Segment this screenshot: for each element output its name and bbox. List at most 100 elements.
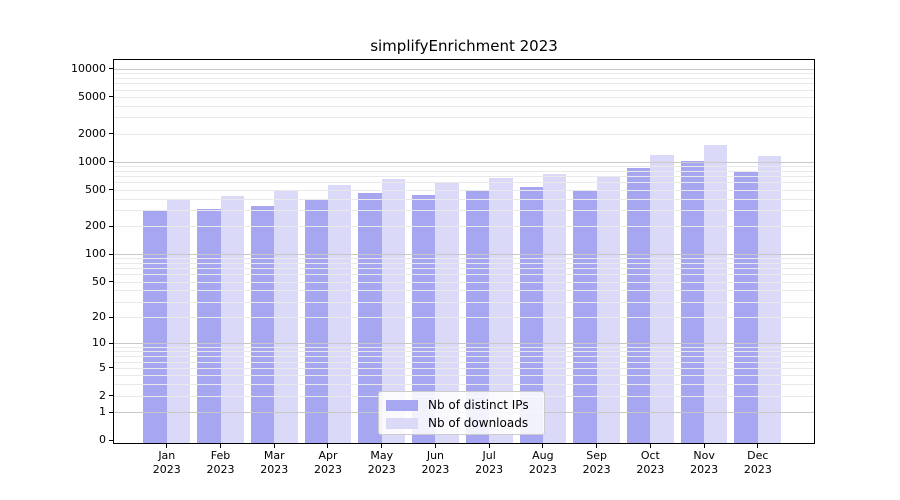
- x-axis-tick-label: Mar 2023: [260, 449, 289, 476]
- bar-distinct-ips: [573, 190, 597, 443]
- legend-swatch-downloads: [386, 417, 418, 429]
- gridline-major: [114, 68, 814, 70]
- x-axis-tick-label: Nov 2023: [690, 449, 719, 476]
- gridline-minor: [114, 83, 814, 85]
- bar-downloads: [542, 174, 567, 443]
- y-axis-tick-label: 100: [85, 247, 106, 261]
- x-axis-tick-label: May 2023: [367, 449, 396, 476]
- bar-distinct-ips: [412, 194, 436, 443]
- y-axis-tick: [109, 395, 113, 397]
- bar-downloads: [220, 196, 244, 443]
- y-axis-tick-label: 0: [99, 433, 106, 446]
- bar-downloads: [757, 156, 782, 443]
- y-axis-tick-label: 500: [85, 182, 106, 196]
- x-axis-tick: [542, 444, 544, 448]
- bar-downloads: [327, 185, 352, 443]
- bar-downloads: [381, 179, 406, 443]
- gridline-minor: [114, 268, 814, 270]
- gridline-minor: [114, 274, 814, 276]
- gridline-minor: [114, 165, 814, 167]
- bar-downloads: [596, 176, 621, 443]
- legend-swatch-distinct-ips: [386, 399, 418, 411]
- y-axis-tick-label: 50: [92, 274, 106, 288]
- bar-downloads: [489, 177, 513, 443]
- gridline-minor: [114, 73, 814, 75]
- bar-distinct-ips: [734, 170, 758, 443]
- x-axis-tick: [488, 444, 490, 448]
- gridline-minor: [114, 198, 814, 200]
- gridline-minor: [114, 361, 814, 363]
- gridline-minor: [114, 105, 814, 107]
- bar-downloads: [274, 189, 298, 443]
- y-axis-tick: [109, 411, 113, 413]
- y-axis-tick: [109, 225, 113, 227]
- y-axis-tick: [109, 281, 113, 283]
- y-axis-tick: [109, 316, 113, 318]
- gridline-minor: [114, 262, 814, 264]
- gridline-minor: [114, 117, 814, 119]
- gridline-minor: [114, 170, 814, 172]
- legend-item-distinct-ips: Nb of distinct IPs: [386, 396, 544, 414]
- y-axis-tick-label: 2: [99, 388, 106, 402]
- gridline-minor: [114, 133, 814, 135]
- gridline-minor: [114, 351, 814, 353]
- legend-label-distinct-ips: Nb of distinct IPs: [428, 398, 529, 412]
- gridline-minor: [114, 96, 814, 98]
- bar-distinct-ips: [143, 211, 167, 443]
- bar-distinct-ips: [250, 205, 275, 443]
- y-axis-tick: [109, 161, 113, 163]
- bar-downloads: [166, 199, 191, 443]
- y-axis-tick: [109, 342, 113, 344]
- bar-distinct-ips: [465, 189, 490, 443]
- gridline-minor: [114, 375, 814, 377]
- x-axis-tick: [434, 444, 436, 448]
- gridline-major: [114, 254, 814, 256]
- y-axis-tick-label: 10: [92, 336, 106, 350]
- x-axis-tick: [649, 444, 651, 448]
- x-axis-tick: [596, 444, 598, 448]
- plot-area: [113, 59, 815, 444]
- x-axis-tick: [381, 444, 383, 448]
- x-axis-tick: [220, 444, 222, 448]
- y-axis-tick: [109, 439, 113, 441]
- legend-label-downloads: Nb of downloads: [428, 416, 529, 430]
- gridline-minor: [114, 89, 814, 91]
- y-axis-tick: [109, 96, 113, 98]
- x-axis-tick-label: Apr 2023: [313, 449, 342, 476]
- x-axis-tick-label: Oct 2023: [636, 449, 665, 476]
- gridline-minor: [114, 290, 814, 292]
- y-axis-tick-label: 200: [85, 219, 106, 233]
- x-axis-tick-label: Jul 2023: [475, 449, 504, 476]
- y-axis-tick: [109, 367, 113, 369]
- gridline-major: [114, 343, 814, 345]
- x-axis-tick-label: Dec 2023: [743, 449, 772, 476]
- y-axis-tick: [109, 253, 113, 255]
- gridline-minor: [114, 182, 814, 184]
- gridline-minor: [114, 226, 814, 228]
- y-axis-tick-label: 1000: [78, 154, 106, 168]
- y-axis-tick-label: 10000: [71, 61, 106, 75]
- gridline-minor: [114, 356, 814, 358]
- x-axis-tick: [757, 444, 759, 448]
- y-axis-tick-label: 1: [99, 405, 106, 419]
- gridline-minor: [114, 347, 814, 349]
- bar-distinct-ips: [197, 208, 221, 443]
- x-axis-tick: [327, 444, 329, 448]
- gridline-minor: [114, 384, 814, 386]
- gridline-minor: [114, 189, 814, 191]
- y-axis-tick-label: 5000: [78, 89, 106, 103]
- bar-distinct-ips: [304, 200, 328, 443]
- gridline-minor: [114, 176, 814, 178]
- legend-item-downloads: Nb of downloads: [386, 414, 544, 432]
- x-axis-tick: [166, 444, 168, 448]
- chart-title: simplifyEnrichment 2023: [370, 37, 558, 55]
- x-axis-tick-label: Aug 2023: [528, 449, 557, 476]
- gridline-minor: [114, 258, 814, 260]
- x-axis-tick: [703, 444, 705, 448]
- y-axis-tick-label: 20: [92, 310, 106, 324]
- x-axis-tick-label: Jan 2023: [152, 449, 181, 476]
- x-axis-tick: [273, 444, 275, 448]
- y-axis-tick: [109, 68, 113, 70]
- gridline-minor: [114, 281, 814, 283]
